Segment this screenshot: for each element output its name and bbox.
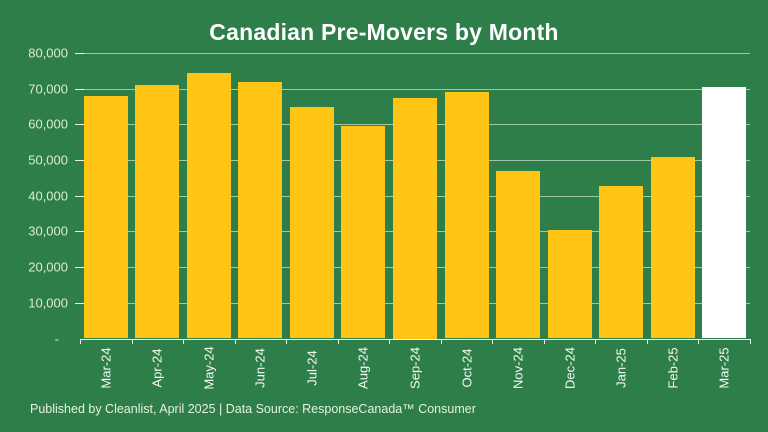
x-tick-label: Mar-24 bbox=[98, 347, 114, 389]
bar-apr-24 bbox=[135, 85, 180, 339]
bar-nov-24 bbox=[496, 170, 541, 339]
x-axis-tick bbox=[492, 338, 494, 344]
footer-credit: Published by Cleanlist, April 2025 | Dat… bbox=[30, 402, 476, 416]
bar-oct-24 bbox=[444, 92, 489, 339]
y-tick-label: 10,000 bbox=[28, 295, 68, 311]
x-axis-line bbox=[80, 338, 750, 340]
x-tick-label: May-24 bbox=[201, 346, 217, 390]
x-tick-label: Dec-24 bbox=[562, 347, 578, 389]
y-axis-tick bbox=[75, 160, 84, 162]
y-tick-label: 60,000 bbox=[28, 116, 68, 132]
y-axis-tick bbox=[75, 88, 84, 90]
x-tick-label: Nov-24 bbox=[510, 347, 526, 389]
x-axis-tick bbox=[337, 338, 339, 344]
y-axis-tick bbox=[75, 124, 84, 126]
y-axis-tick bbox=[75, 53, 84, 54]
gridline-80000 bbox=[80, 53, 750, 54]
y-tick-label: 30,000 bbox=[28, 223, 68, 239]
x-axis-tick bbox=[234, 338, 236, 344]
y-tick-label: 50,000 bbox=[28, 152, 68, 168]
x-axis-tick bbox=[543, 338, 545, 344]
x-axis-tick bbox=[698, 338, 700, 344]
y-axis-tick bbox=[75, 231, 84, 233]
y-tick-label: 80,000 bbox=[28, 45, 68, 61]
bar-dec-24 bbox=[547, 230, 592, 339]
gridline-70000 bbox=[80, 88, 750, 90]
x-axis-tick bbox=[286, 338, 288, 344]
x-axis-tick bbox=[646, 338, 648, 344]
x-axis-tick bbox=[440, 338, 442, 344]
bar-jun-24 bbox=[238, 81, 283, 339]
x-axis-tick bbox=[595, 338, 597, 344]
x-axis-tick bbox=[131, 338, 133, 344]
x-tick-label: Mar-25 bbox=[716, 347, 732, 389]
bar-mar-25 bbox=[702, 86, 747, 339]
bar-aug-24 bbox=[341, 126, 386, 339]
x-axis-tick bbox=[183, 338, 185, 344]
x-tick-label: Apr-24 bbox=[149, 348, 165, 388]
x-axis-tick bbox=[80, 338, 81, 344]
bar-jan-25 bbox=[599, 186, 644, 339]
bar-feb-25 bbox=[650, 157, 695, 339]
y-tick-label: 70,000 bbox=[28, 81, 68, 97]
bar-may-24 bbox=[186, 72, 231, 339]
x-axis-tick bbox=[750, 338, 751, 344]
x-tick-label: Jul-24 bbox=[304, 350, 320, 386]
x-tick-label: Aug-24 bbox=[355, 347, 371, 389]
x-tick-label: Feb-25 bbox=[665, 347, 681, 389]
x-tick-label: Oct-24 bbox=[459, 348, 475, 388]
y-axis-tick bbox=[75, 302, 84, 304]
y-tick-label: - bbox=[54, 331, 59, 346]
y-axis-tick bbox=[75, 195, 84, 197]
x-tick-label: Sep-24 bbox=[407, 347, 423, 389]
x-tick-label: Jan-25 bbox=[613, 348, 629, 388]
x-tick-label: Jun-24 bbox=[252, 348, 268, 388]
bar-mar-24 bbox=[83, 95, 128, 339]
bar-sep-24 bbox=[393, 97, 437, 339]
y-tick-label: 20,000 bbox=[28, 259, 68, 275]
chart-title: Canadian Pre-Movers by Month bbox=[209, 19, 559, 45]
x-axis-tick bbox=[389, 338, 391, 344]
y-tick-label: 40,000 bbox=[28, 188, 68, 204]
y-axis-tick bbox=[75, 267, 84, 269]
bar-jul-24 bbox=[289, 107, 334, 339]
